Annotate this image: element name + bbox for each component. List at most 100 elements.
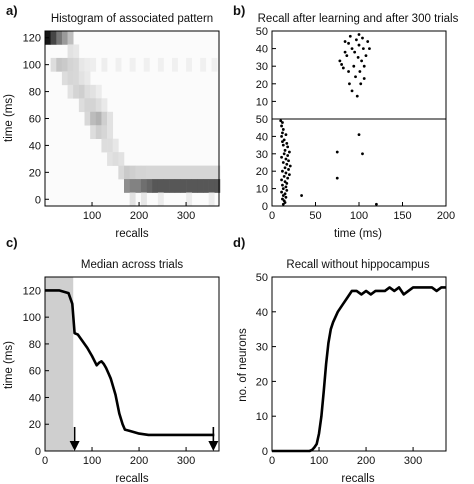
scatter-point (335, 150, 339, 154)
heatmap-cell (174, 165, 181, 180)
panel-a-ytick-label: 120 (23, 33, 41, 45)
panel-d-ytick-label: 0 (262, 446, 268, 458)
heatmap-cell (191, 179, 198, 193)
scatter-point (361, 47, 365, 50)
scatter-point (375, 202, 378, 206)
scatter-point (284, 171, 288, 175)
panel-b-bottom-xtick-label: 50 (309, 210, 321, 222)
heatmap-cell (152, 165, 159, 180)
heatmap-cell (211, 57, 218, 72)
panel-c-xtick-label: 200 (130, 455, 148, 467)
panel-c-xtick-label: 0 (42, 455, 48, 467)
panel-c-xlabel: recalls (115, 473, 148, 484)
scatter-point (288, 173, 291, 177)
heatmap-cell (84, 111, 91, 126)
arrow-head (69, 441, 80, 451)
heatmap-cell (169, 165, 176, 180)
heatmap-cell (78, 84, 85, 99)
panel-c-ytick-label: 0 (35, 446, 41, 458)
scatter-point (347, 70, 350, 73)
scatter-point (281, 143, 285, 147)
panel-a-xtick-label: 300 (177, 210, 195, 222)
heatmap-cell (203, 165, 209, 180)
heatmap-cell (140, 192, 147, 207)
scatter-point (284, 195, 288, 199)
heatmap-cell (90, 111, 97, 126)
heatmap-cell (84, 71, 91, 86)
heatmap-cell (56, 57, 63, 72)
panel-b-bottom-ytick-label: 50 (256, 114, 268, 126)
scatter-point (281, 187, 285, 191)
heatmap-cell (112, 152, 119, 166)
scatter-point (362, 64, 366, 68)
scatter-point (288, 150, 291, 154)
panel-b-bottom-ytick-label: 20 (256, 166, 268, 178)
panel-a-ylabel: time (ms) (3, 94, 15, 142)
panel-b-top-ytick-label: 20 (256, 79, 268, 91)
panel-a-ytick-label: 20 (29, 167, 41, 179)
scatter-point (362, 77, 366, 80)
scatter-point (357, 33, 361, 36)
heatmap-cell (107, 152, 114, 166)
scatter-point (287, 159, 290, 163)
heatmap-cell (186, 192, 193, 207)
heatmap-cell (95, 111, 102, 126)
panel-d-label: d) (233, 235, 245, 250)
panel-b-bottom-frame (271, 118, 447, 207)
panel-a-plot: 100 200 300 0 20 40 60 80 100 120 (23, 30, 221, 222)
heatmap-cell (197, 179, 204, 193)
panel-c-ytick-label: 100 (23, 312, 41, 324)
panel-b-bottom-ytick-label: 30 (256, 149, 268, 161)
panel-c-ytick-label: 40 (29, 392, 41, 404)
heatmap-cell (171, 57, 178, 72)
scatter-point (357, 133, 361, 137)
heatmap-cell (152, 179, 159, 193)
heatmap-cell (78, 57, 85, 72)
heatmap-cell (61, 71, 68, 86)
scatter-point (281, 197, 284, 201)
panel-b-top-ytick-label: 40 (256, 44, 268, 56)
scatter-point (341, 66, 345, 70)
heatmap-cell (73, 71, 80, 86)
scatter-point (282, 138, 286, 142)
heatmap-cell (90, 84, 97, 99)
heatmap-cell (56, 31, 63, 45)
scatter-point (279, 119, 283, 123)
panel-b-bottom-ytick-label: 10 (256, 184, 268, 196)
heatmap-cell (157, 192, 164, 207)
heatmap-cell (73, 44, 80, 59)
scatter-point (281, 140, 284, 144)
heatmap-cell (107, 125, 114, 139)
heatmap-cell (112, 138, 119, 153)
scatter-point (280, 178, 283, 182)
scatter-point (353, 50, 357, 54)
panel-c-xtick-label: 100 (83, 455, 101, 467)
scatter-point (360, 59, 364, 63)
panel-c-ytick-label: 60 (29, 366, 41, 378)
heatmap-cell (146, 165, 153, 180)
scatter-point (343, 40, 347, 43)
heatmap-cell (124, 165, 130, 180)
heatmap-cell (157, 57, 164, 72)
heatmap-cell (67, 71, 74, 86)
scatter-point (285, 162, 289, 166)
heatmap-cell (101, 138, 108, 153)
heatmap-cell (95, 125, 102, 139)
scatter-point (283, 166, 287, 170)
panel-d-ytick-label: 30 (256, 342, 268, 354)
scatter-point (281, 183, 284, 187)
panel-b-bottom-ytick-label: 40 (256, 131, 268, 143)
scatter-point (282, 175, 286, 178)
scatter-point (286, 154, 290, 157)
scatter-point (335, 176, 339, 180)
neurons-line (272, 286, 446, 453)
scatter-point (283, 192, 287, 196)
panel-d-ytick-label: 40 (256, 307, 268, 319)
heatmap-cell (67, 31, 74, 45)
panel-a-ytick-label: 0 (35, 194, 41, 206)
heatmap-cell (208, 179, 215, 193)
heatmap-cell (169, 179, 176, 193)
panel-c-label: c) (6, 235, 18, 250)
heatmap-cell (186, 57, 193, 72)
panel-a-xtick-label: 200 (130, 210, 148, 222)
